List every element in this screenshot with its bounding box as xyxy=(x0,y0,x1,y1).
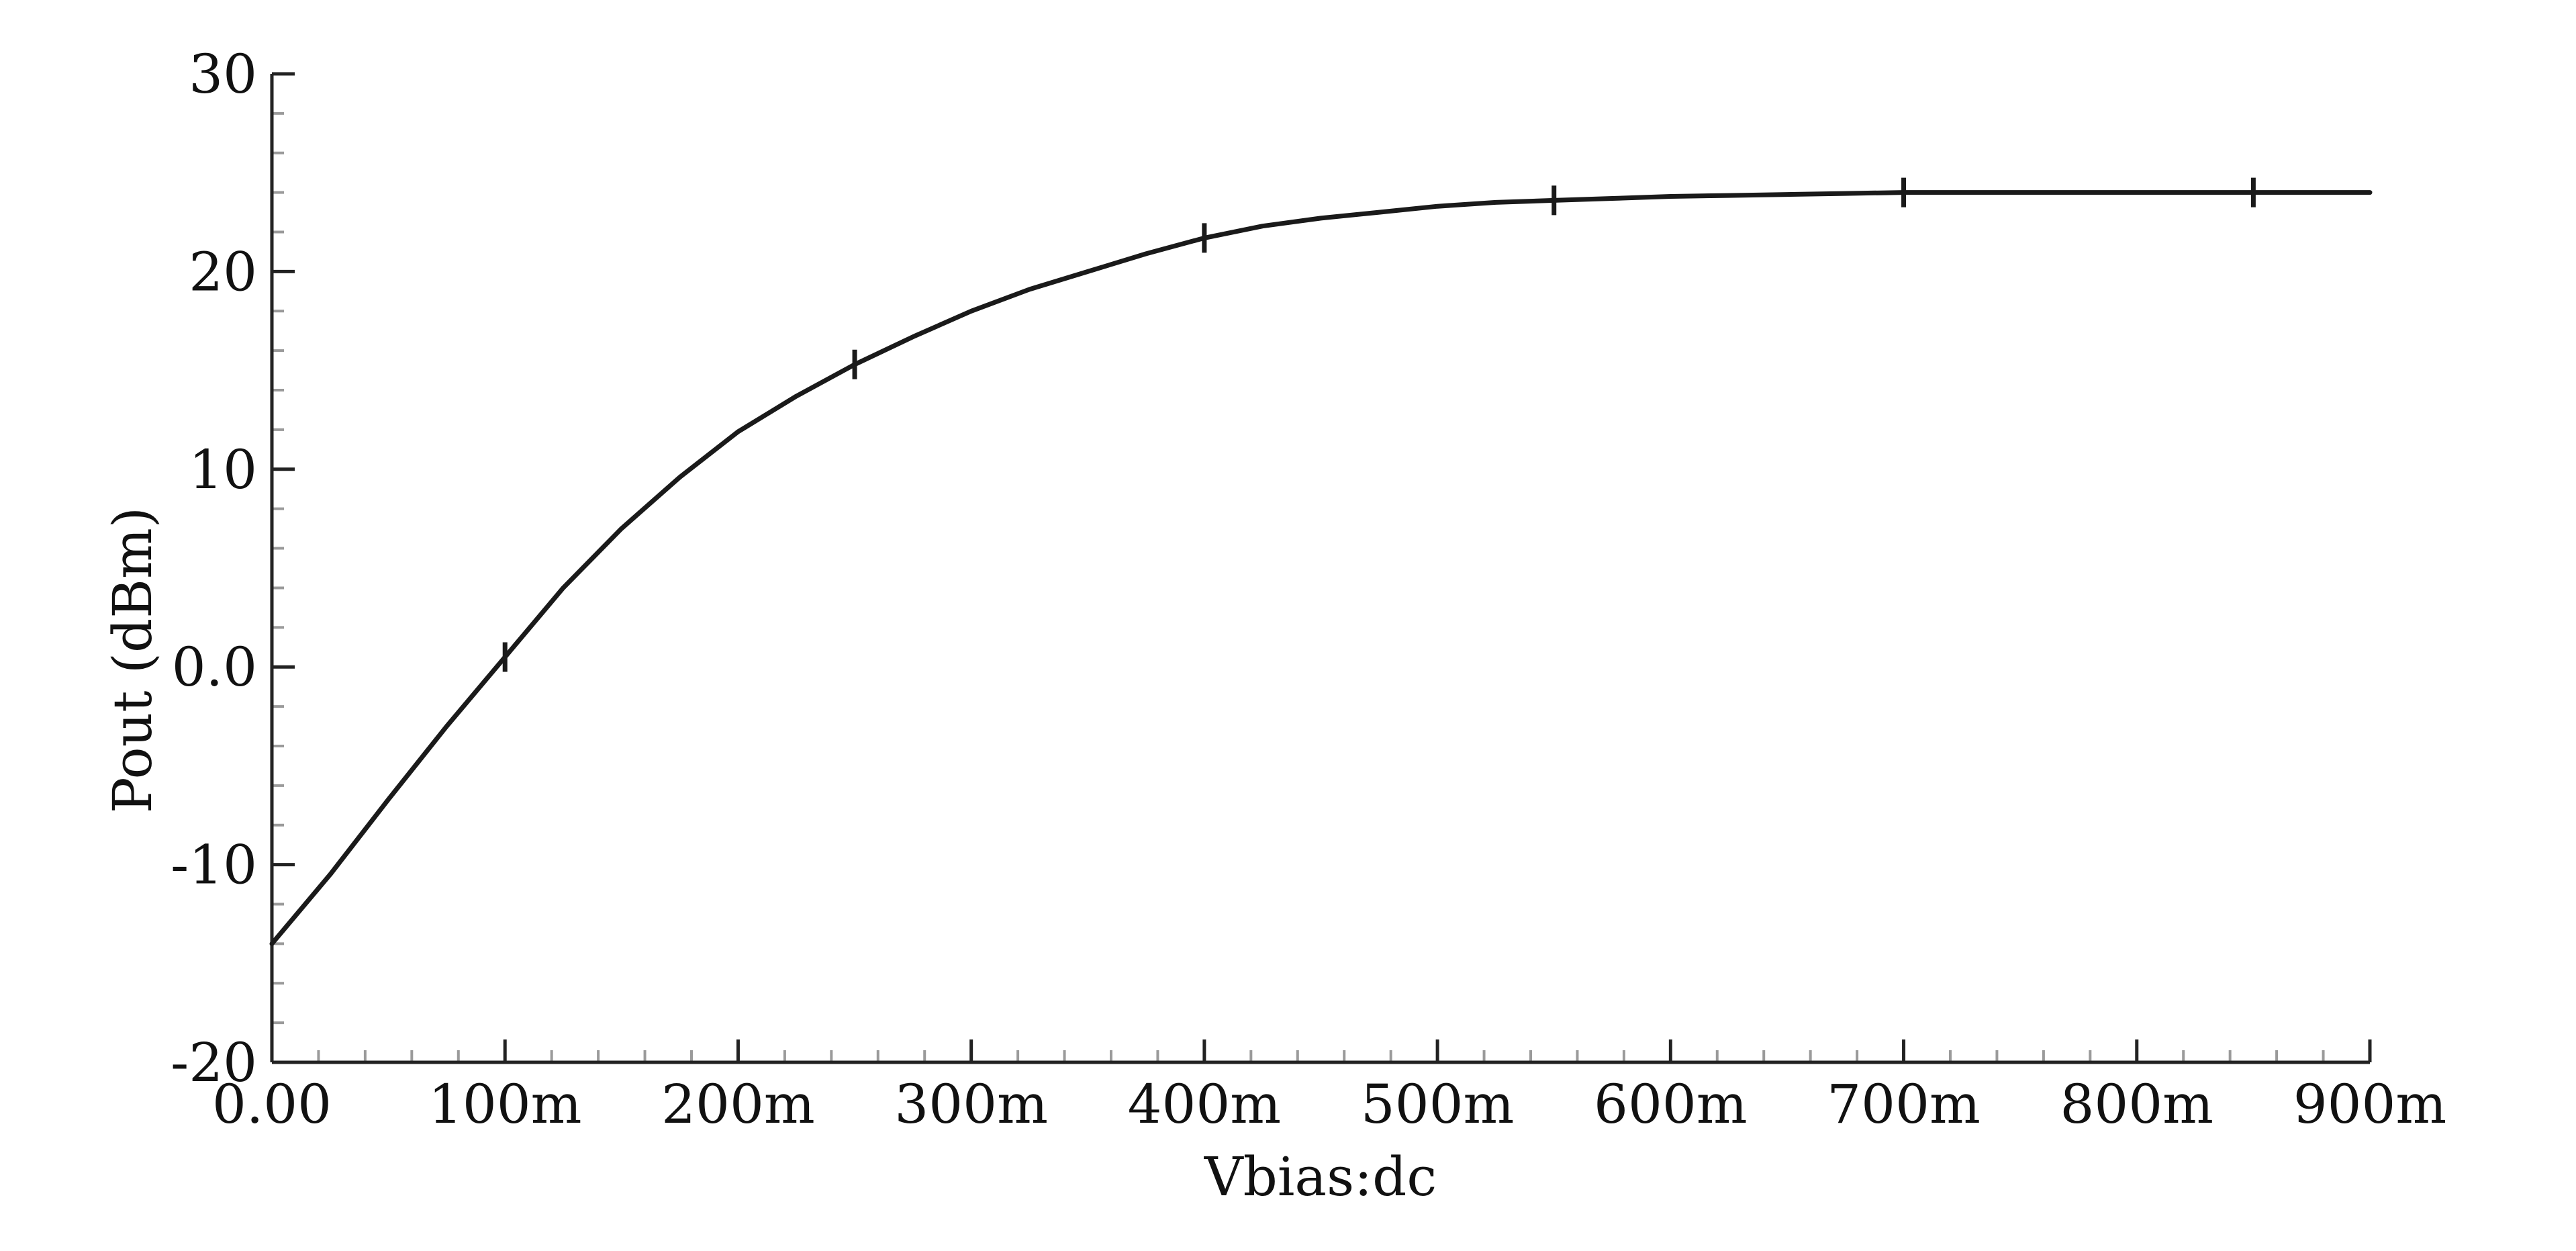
x-tick-label: 300m xyxy=(894,1073,1048,1136)
x-tick-label: 100m xyxy=(428,1073,582,1136)
x-tick-label: 900m xyxy=(2293,1073,2447,1136)
x-tick-label: 0.00 xyxy=(212,1073,332,1136)
x-tick-label: 700m xyxy=(1827,1073,1981,1136)
x-tick-label: 800m xyxy=(2060,1073,2213,1136)
x-tick-label: 600m xyxy=(1594,1073,1748,1136)
y-axis-title: Pout (dBm) xyxy=(101,507,164,813)
y-tick-label: -20 xyxy=(171,1031,257,1094)
series-line xyxy=(269,190,2373,946)
y-tick-label: -10 xyxy=(171,834,257,896)
y-tick-labels: 30 20 10 0.0 -10 -20 xyxy=(171,43,257,1094)
minor-ticks xyxy=(272,111,2325,1062)
y-tick-label: 30 xyxy=(189,43,257,105)
x-axis-title: Vbias:dc xyxy=(1204,1146,1437,1208)
x-tick-label: 200m xyxy=(661,1073,815,1136)
y-tick-label: 20 xyxy=(189,240,257,303)
y-tick-label: 10 xyxy=(189,438,257,501)
y-tick-label: 0.0 xyxy=(172,636,257,698)
x-tick-label: 500m xyxy=(1361,1073,1515,1136)
x-tick-label: 400m xyxy=(1128,1073,1282,1136)
series-markers xyxy=(502,177,2256,672)
x-tick-labels: 0.00 100m 200m 300m 400m 500m 600m 700m 800m 900m xyxy=(212,1073,2446,1136)
major-ticks xyxy=(270,72,2372,1064)
